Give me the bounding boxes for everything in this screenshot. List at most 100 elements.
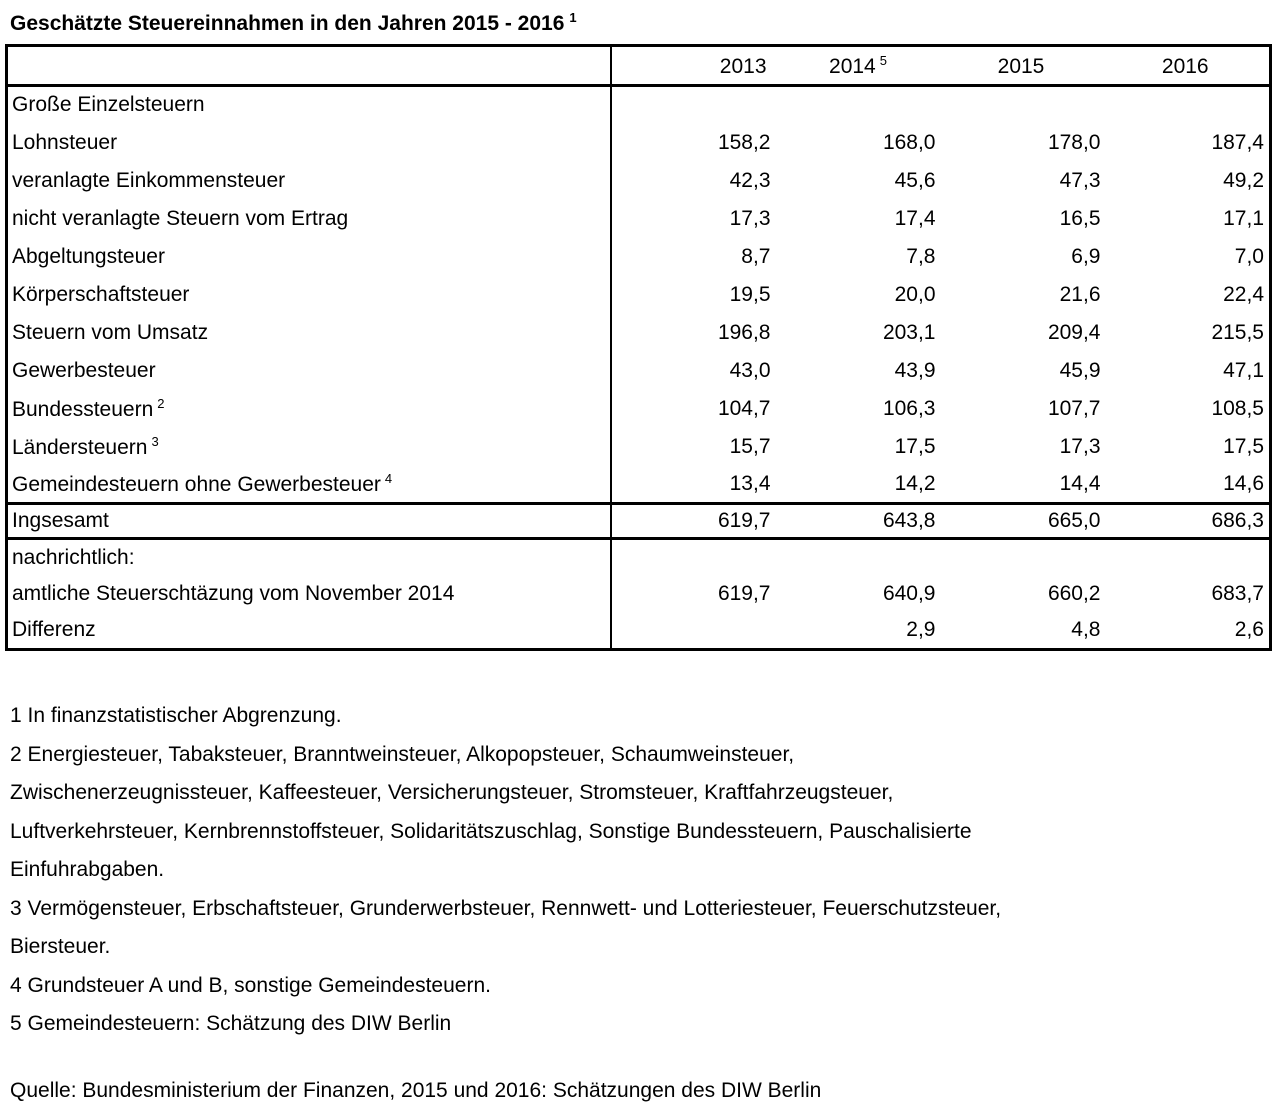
table-row: veranlagte Einkommensteuer 42,3 45,6 47,3 49…	[6, 161, 1271, 200]
value-cell: 14,4	[1059, 471, 1101, 495]
row-label-cell: Lohnsteuer	[6, 123, 612, 162]
value-cell: 20,0	[894, 282, 936, 306]
year-header-2013: 2013	[611, 46, 776, 86]
value-cell: 16,5	[1059, 206, 1101, 230]
value-cell: 8,7	[741, 244, 771, 268]
value-cell: 643,8	[882, 509, 936, 532]
row-label: Abgeltungsteuer	[12, 244, 165, 268]
value-cell: 19,5	[729, 282, 771, 306]
table-row: nicht veranlagte Steuern vom Ertrag 17,3 1…	[6, 199, 1271, 238]
value-cell: 7,8	[906, 244, 936, 268]
row-label-cell: nachrichtlich:	[6, 538, 612, 576]
value-cell: 22,4	[1223, 282, 1264, 306]
value-cell: 7,0	[1234, 244, 1264, 268]
value-cell: 108,5	[1211, 396, 1264, 420]
value-cell	[776, 86, 941, 124]
value-cell: 168,0	[882, 130, 936, 154]
table-row: Steuern vom Umsatz 196,8 203,1 209,4 215,5	[6, 313, 1271, 352]
row-label-cell: Große Einzelsteuern	[6, 85, 612, 124]
page-title-text: Geschätzte Steuereinnahmen in den Jahren…	[10, 12, 565, 35]
table-row: nachrichtlich:	[6, 538, 1271, 576]
value-cell: 196,8	[717, 320, 771, 344]
table-row: Ländersteuern 3 15,7 17,5 17,3 17,5	[6, 427, 1271, 466]
row-label-cell: Ländersteuern 3	[6, 427, 612, 466]
table-row: Differenz 2,9 4,8 2,6	[6, 612, 1271, 650]
footnote-line: Biersteuer.	[10, 935, 111, 958]
footnote-line: 4 Grundsteuer A und B, sonstige Gemeinde…	[10, 973, 491, 997]
value-cell	[611, 613, 776, 650]
value-cell: 2,6	[1234, 618, 1264, 642]
value-cell: 42,3	[729, 168, 771, 192]
value-cell: 215,5	[1211, 320, 1264, 344]
value-cell: 17,3	[1059, 434, 1101, 458]
value-cell: 45,6	[894, 168, 936, 192]
row-label: nicht veranlagte Steuern vom Ertrag	[12, 206, 349, 230]
value-cell: 2,9	[906, 618, 936, 642]
value-cell: 17,3	[729, 206, 771, 230]
year-label: 2015	[997, 54, 1045, 78]
table-row: Abgeltungsteuer 8,7 7,8 6,9 7,0	[6, 237, 1271, 276]
row-label: Ingsesamt	[12, 509, 109, 532]
row-label-cell: Differenz	[6, 612, 612, 650]
value-cell: 665,0	[1047, 509, 1101, 532]
value-cell: 17,5	[894, 434, 936, 458]
row-label-cell: Bundessteuern 2	[6, 389, 612, 428]
row-label: Körperschaftsteuer	[12, 282, 190, 306]
value-cell: 619,7	[717, 509, 771, 532]
year-header-2014: 2014 5	[776, 46, 941, 86]
value-cell: 640,9	[882, 582, 936, 605]
footnote-marker: 4	[384, 470, 393, 486]
value-cell: 106,3	[882, 396, 936, 420]
table-row: Bundessteuern 2 104,7 106,3 107,7 108,5	[6, 389, 1271, 428]
row-label-cell: amtliche Steuerschtäzung vom November 20…	[6, 575, 612, 613]
row-label: Differenz	[12, 618, 96, 642]
value-cell: 45,9	[1059, 358, 1101, 382]
row-label: Große Einzelsteuern	[12, 93, 205, 117]
row-label-cell: nicht veranlagte Steuern vom Ertrag	[6, 199, 612, 238]
value-cell	[1106, 539, 1271, 576]
year-header-2015: 2015	[941, 46, 1106, 86]
table-body-memo: nachrichtlich: amtliche Steuerschtäzung v…	[6, 538, 1271, 650]
year-label: 2016	[1161, 54, 1209, 78]
value-cell: 43,9	[894, 358, 936, 382]
footnote-line: 5 Gemeindesteuern: Schätzung des DIW Ber…	[10, 1012, 452, 1035]
row-label-cell: Gemeindesteuern ohne Gewerbesteuer 4	[6, 465, 612, 504]
value-cell: 6,9	[1071, 244, 1101, 268]
year-header-2016: 2016	[1106, 46, 1271, 86]
table-row: Große Einzelsteuern	[6, 85, 1271, 124]
value-cell: 187,4	[1211, 130, 1264, 154]
row-label-cell: Abgeltungsteuer	[6, 237, 612, 276]
row-label-cell: Körperschaftsteuer	[6, 275, 612, 314]
footnote-marker: 5	[879, 52, 887, 68]
table-row: Ingsesamt 619,7 643,8 665,0 686,3	[6, 503, 1271, 539]
value-cell	[611, 539, 776, 576]
row-label: nachrichtlich:	[12, 545, 135, 569]
value-cell: 158,2	[717, 130, 771, 154]
row-label: Steuern vom Umsatz	[12, 320, 209, 344]
row-label: amtliche Steuerschtäzung vom November 20…	[12, 582, 455, 605]
row-label: Gemeindesteuern ohne Gewerbesteuer	[12, 472, 381, 496]
page-title: Geschätzte Steuereinnahmen in den Jahren…	[10, 5, 1280, 37]
value-cell: 104,7	[717, 396, 771, 420]
footnote-marker: 2	[157, 395, 165, 411]
footnote-line: Zwischenerzeugnissteuer, Kaffeesteuer, V…	[10, 781, 894, 804]
value-cell: 178,0	[1047, 130, 1101, 154]
value-cell: 47,3	[1059, 168, 1101, 192]
value-cell: 17,5	[1223, 434, 1264, 458]
value-cell: 14,6	[1223, 471, 1264, 495]
year-header-row: 2013 2014 5 2015 2016	[6, 45, 1271, 86]
value-cell	[611, 86, 776, 124]
value-cell: 683,7	[1211, 582, 1264, 605]
value-cell: 21,6	[1059, 282, 1101, 306]
table-body-main: Große Einzelsteuern Lohnsteuer 158,2 168,0 1…	[6, 85, 1271, 504]
source-line: Quelle: Bundesministerium der Finanzen, …	[10, 1078, 822, 1102]
table-row: Körperschaftsteuer 19,5 20,0 21,6 22,4	[6, 275, 1271, 314]
value-cell: 203,1	[882, 320, 936, 344]
table-row: Gewerbesteuer 43,0 43,9 45,9 47,1	[6, 351, 1271, 390]
row-label: veranlagte Einkommensteuer	[12, 168, 286, 192]
row-label: Bundessteuern	[12, 397, 154, 421]
value-cell: 107,7	[1047, 396, 1101, 420]
row-label-cell: Gewerbesteuer	[6, 351, 612, 390]
value-cell: 43,0	[729, 358, 771, 382]
footnotes: 1 In finanzstatistischer Abgrenzung. 2 En…	[10, 697, 1280, 1044]
